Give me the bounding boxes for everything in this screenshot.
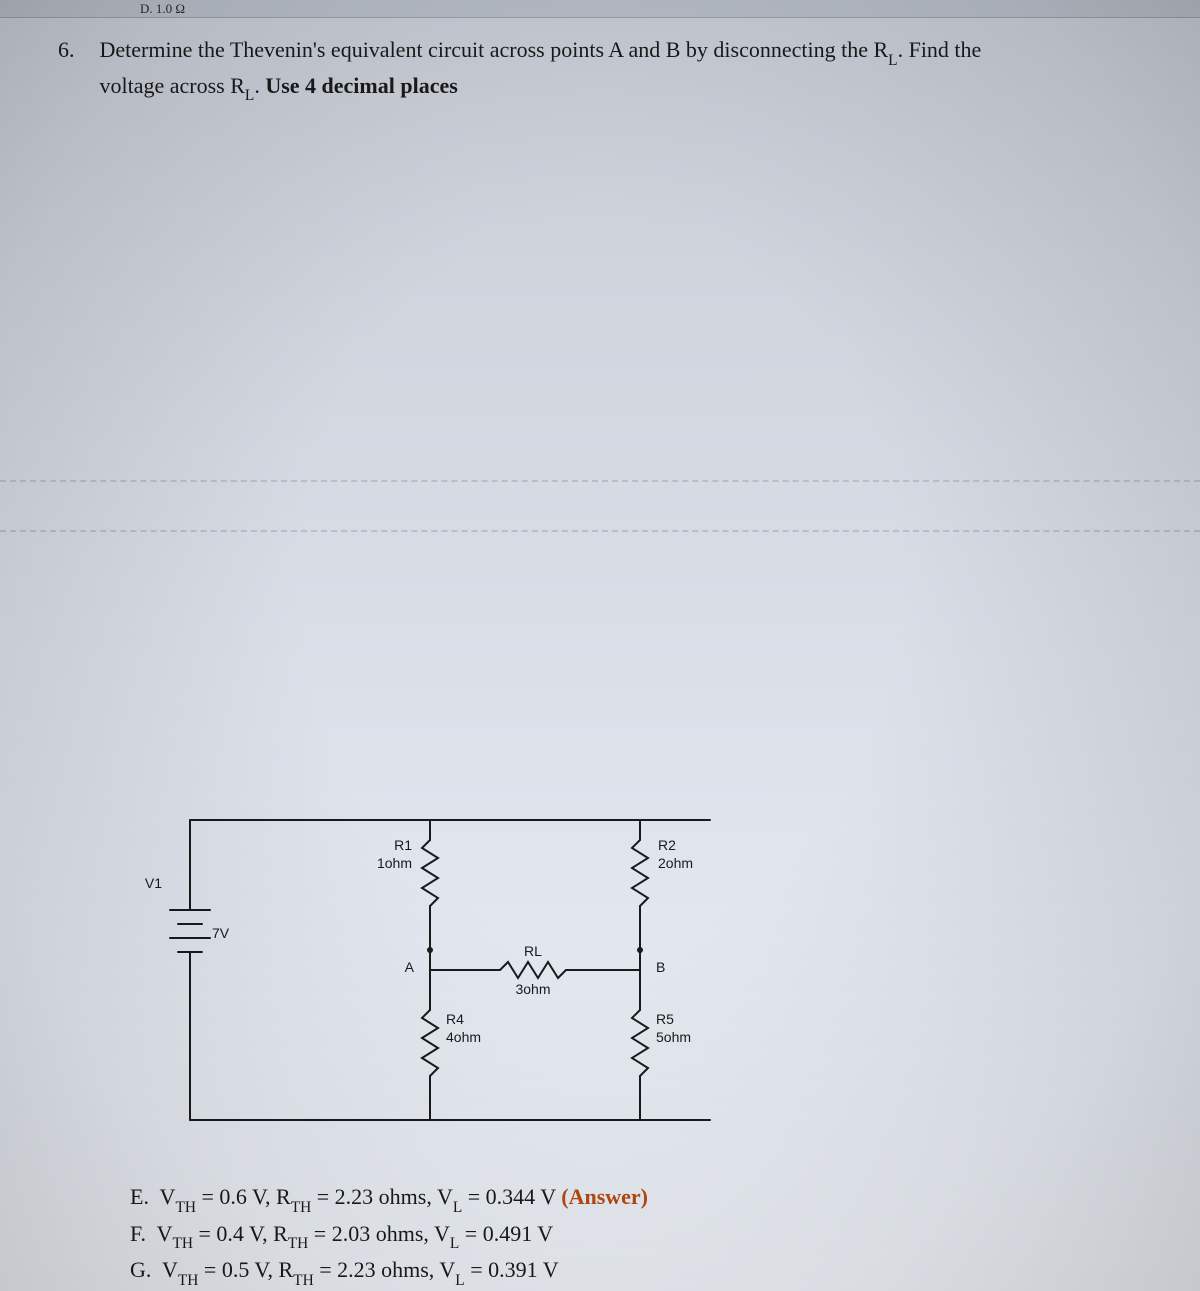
answer-F: F. VTH = 0.4 V, RTH = 2.03 ohms, VL = 0.… — [130, 1217, 648, 1254]
question-block: 6. Determine the Thevenin's equivalent c… — [58, 34, 1170, 105]
answer-E-letter: E. — [130, 1184, 149, 1209]
answer-choices: E. VTH = 0.6 V, RTH = 2.23 ohms, VL = 0.… — [130, 1180, 648, 1290]
question-number: 6. — [58, 34, 94, 66]
r1-val-label: 1ohm — [377, 855, 412, 871]
circuit-diagram: V1 7V R1 1ohm R2 2ohm RL 3ohm A B R4 4oh… — [150, 780, 830, 1160]
page: { "top_crop": "D. 1.0 Ω", "question": { … — [0, 0, 1200, 1291]
r2-name-label: R2 — [658, 837, 676, 853]
r1-name-label: R1 — [394, 837, 412, 853]
r2-val-label: 2ohm — [658, 855, 693, 871]
answer-E-mark: (Answer) — [561, 1184, 648, 1209]
question-text-1b: . Find the — [898, 37, 982, 62]
question-text-1a: Determine the Thevenin's equivalent circ… — [100, 37, 889, 62]
question-text-2a: voltage across R — [100, 73, 245, 98]
r4-val-label: 4ohm — [446, 1029, 481, 1045]
answer-E: E. VTH = 0.6 V, RTH = 2.23 ohms, VL = 0.… — [130, 1180, 648, 1217]
rl-name-label: RL — [524, 943, 542, 959]
cropped-prev-answer: D. 1.0 Ω — [0, 0, 1200, 18]
answer-G: G. VTH = 0.5 V, RTH = 2.23 ohms, VL = 0.… — [130, 1253, 648, 1290]
r5-name-label: R5 — [656, 1011, 674, 1027]
divider-bottom — [0, 530, 1200, 532]
answer-F-letter: F. — [130, 1221, 146, 1246]
r5-val-label: 5ohm — [656, 1029, 691, 1045]
r4-name-label: R4 — [446, 1011, 464, 1027]
answer-G-letter: G. — [130, 1257, 151, 1282]
question-text-2b: . — [254, 73, 265, 98]
sub-L-2: L — [245, 87, 254, 104]
question-bold: Use 4 decimal places — [265, 73, 457, 98]
v1-val-label: 7V — [212, 925, 230, 941]
nodeB-label: B — [656, 959, 665, 975]
sub-L-1: L — [888, 52, 897, 69]
divider-top — [0, 480, 1200, 482]
v1-name-label: V1 — [145, 875, 162, 891]
nodeA-label: A — [405, 959, 415, 975]
rl-val-label: 3ohm — [515, 981, 550, 997]
